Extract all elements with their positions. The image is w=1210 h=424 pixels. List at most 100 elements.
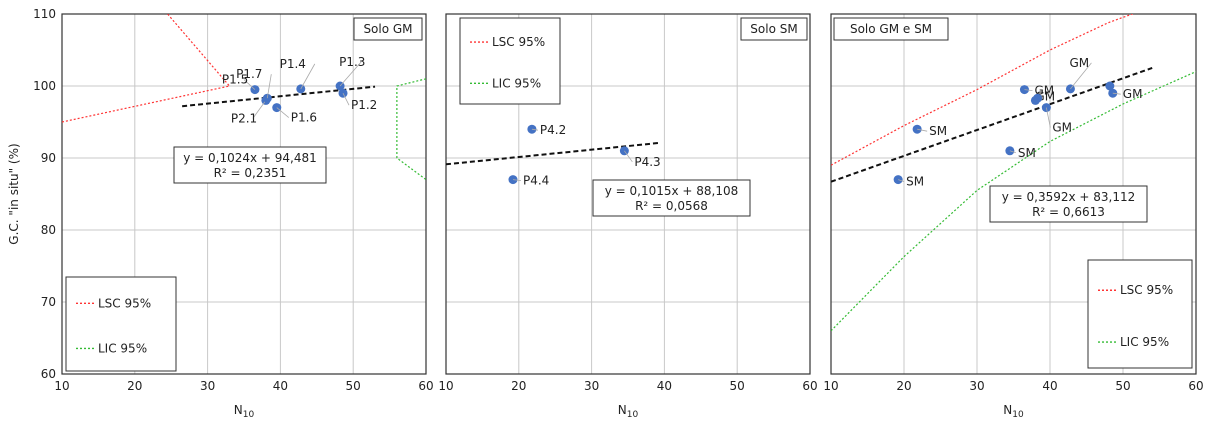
legend-label: LIC 95%: [1120, 335, 1169, 349]
legend-label: LIC 95%: [98, 341, 147, 355]
x-tick-label: 10: [438, 379, 453, 393]
label-leader: [342, 93, 350, 106]
panel-title: Solo GM: [363, 22, 412, 36]
x-tick-label: 30: [969, 379, 984, 393]
trendline: [446, 141, 661, 166]
label-leader: [512, 179, 522, 181]
x-axis-title: N10: [618, 403, 639, 420]
label-leader: [1112, 92, 1121, 95]
data-label: SM: [1018, 146, 1036, 160]
y-tick-label: 70: [41, 295, 56, 309]
label-leader: [1024, 89, 1033, 91]
x-tick-label: 40: [273, 379, 288, 393]
x-tick-label: 60: [1188, 379, 1203, 393]
x-tick-label: 60: [802, 379, 817, 393]
label-leader: [243, 79, 256, 90]
data-label: GM: [1069, 56, 1089, 70]
label-leader: [1009, 150, 1016, 154]
label-leader: [339, 61, 362, 87]
x-axis-title: N10: [234, 403, 255, 420]
x-tick-label: 20: [896, 379, 911, 393]
label-leader: [252, 100, 267, 119]
x-tick-label: 10: [823, 379, 838, 393]
data-label: P4.2: [540, 123, 566, 137]
data-point: [1105, 81, 1115, 91]
data-label: SM: [906, 175, 924, 189]
y-tick-label: 100: [33, 79, 56, 93]
label-leader: [898, 179, 905, 182]
legend-label: LSC 95%: [98, 296, 151, 310]
legend-box: [65, 276, 177, 372]
x-tick-label: 40: [657, 379, 672, 393]
lsc-95-line: [831, 14, 1135, 166]
y-tick-label: 80: [41, 223, 56, 237]
label-leader: [531, 128, 538, 131]
legend-label: LSC 95%: [492, 35, 545, 49]
panel-title-box: [740, 17, 808, 41]
equation-box: [989, 185, 1148, 223]
chart-panel-2: 10 20 30 40 50 60 N10 P4.2 P4.3 P4.4 y = 0,1015x +…: [438, 13, 818, 420]
label-leader: [624, 150, 633, 163]
r-squared: R² = 0,0568: [635, 199, 708, 213]
x-tick-label: 50: [346, 379, 361, 393]
x-tick-label: 30: [584, 379, 599, 393]
label-leader: [300, 63, 316, 90]
plot-frame: [445, 13, 811, 375]
x-tick-label: 50: [730, 379, 745, 393]
data-point: [1033, 93, 1043, 103]
data-label: SM: [929, 124, 947, 138]
chart-panel-1: 10 20 30 40 50 60 N10 60 70 80 90 100 110 G.C. "in si…: [7, 7, 434, 420]
trendline: [831, 66, 1153, 183]
x-tick-label: 20: [127, 379, 142, 393]
plot-frame: [61, 13, 427, 375]
legend-box: [459, 17, 561, 105]
legend-label: LSC 95%: [1120, 283, 1173, 297]
y-axis-title: G.C. "in situ" (%): [7, 143, 21, 244]
data-label: P1.3: [339, 55, 365, 69]
data-label: GM: [1034, 84, 1054, 98]
data-label: P1.7: [236, 67, 262, 81]
y-tick-label: 110: [33, 7, 56, 21]
lsc-95-line: [62, 14, 231, 123]
x-tick-label: 60: [418, 379, 433, 393]
label-leader: [917, 128, 928, 132]
panel-title-box: [353, 17, 423, 41]
x-tick-label: 40: [1042, 379, 1057, 393]
data-label: GM: [1123, 87, 1143, 101]
data-label: P1.6: [291, 111, 317, 125]
lic-95-line: [396, 78, 426, 181]
label-leader: [276, 107, 290, 118]
legend-label: LIC 95%: [492, 76, 541, 90]
equation-box: [173, 146, 327, 184]
x-tick-label: 20: [511, 379, 526, 393]
regression-equation: y = 0,3592x + 83,112: [1002, 190, 1136, 204]
plot-frame: [830, 13, 1197, 375]
y-tick-label: 60: [41, 367, 56, 381]
x-tick-label: 30: [200, 379, 215, 393]
equation-box: [592, 179, 751, 217]
r-squared: R² = 0,6613: [1032, 205, 1105, 219]
x-tick-label: 50: [1115, 379, 1130, 393]
regression-equation: y = 0,1015x + 88,108: [605, 184, 739, 198]
data-label: P1.5: [222, 73, 248, 87]
label-leader: [1070, 62, 1092, 90]
legend-box: [1087, 259, 1193, 369]
regression-equation: y = 0,1024x + 94,481: [183, 151, 317, 165]
x-axis-title: N10: [1003, 403, 1024, 420]
panel-title: Solo GM e SM: [850, 22, 932, 36]
label-leader: [1045, 107, 1051, 128]
data-label: P1.4: [280, 57, 306, 71]
r-squared: R² = 0,2351: [214, 166, 287, 180]
panel-title-box: [833, 17, 949, 41]
y-tick-label: 90: [41, 151, 56, 165]
data-label: GM: [1052, 121, 1072, 135]
data-label: P1.2: [351, 98, 377, 112]
data-label: P4.4: [523, 174, 549, 188]
label-leader: [266, 74, 272, 99]
data-label: P4.3: [634, 155, 660, 169]
lic-95-line: [831, 71, 1196, 332]
data-label: P2.1: [231, 111, 257, 125]
panel-title: Solo SM: [750, 22, 797, 36]
